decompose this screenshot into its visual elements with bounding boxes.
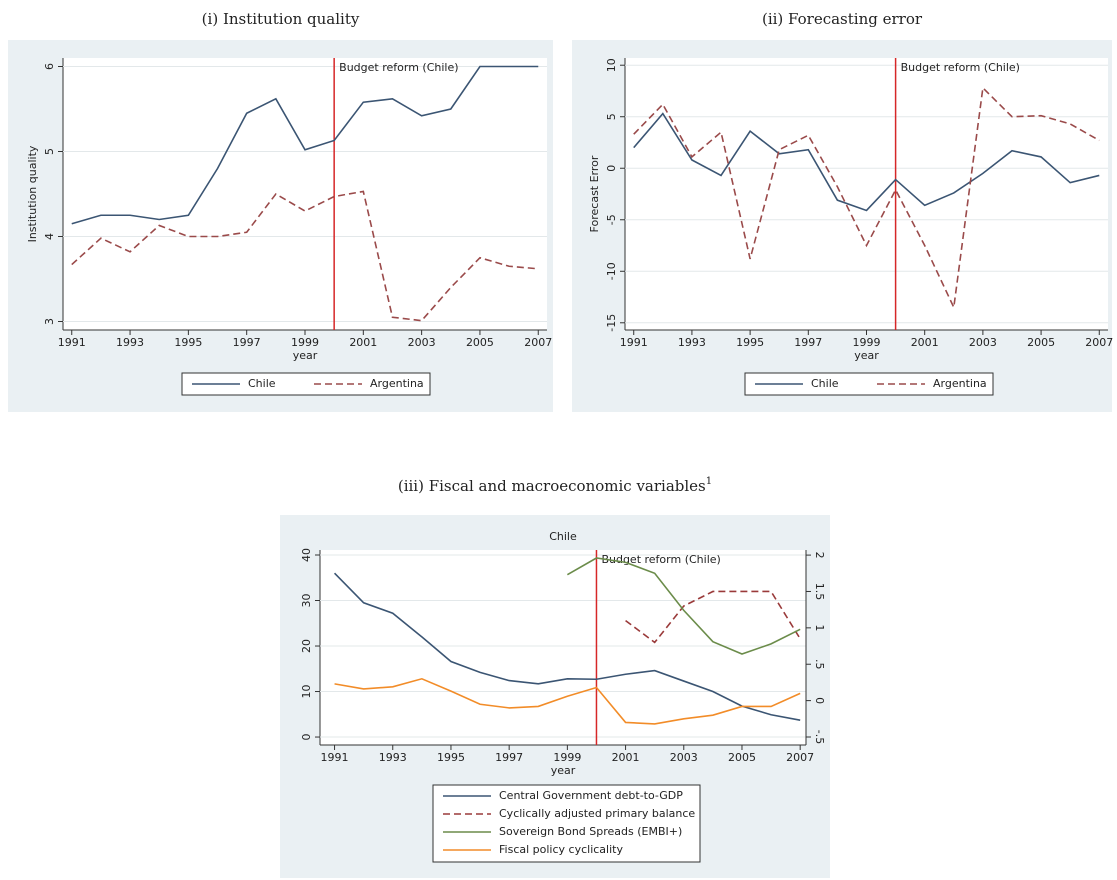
series-line [625, 590, 801, 644]
footnote-mark: 1 [706, 476, 712, 487]
plot-area [63, 58, 547, 330]
x-tick-label: 2005 [1027, 336, 1055, 349]
legend-label: Central Government debt-to-GDP [499, 789, 683, 802]
series-line [566, 557, 801, 655]
annotation: Budget reform (Chile) [339, 61, 458, 74]
y-tick-label: 4 [43, 233, 56, 240]
x-tick-label: 1995 [437, 751, 465, 764]
y2-tick-label: 0 [813, 697, 826, 704]
x-tick-label: 1999 [553, 751, 581, 764]
series-line [71, 190, 539, 322]
y2-tick-label: .5 [813, 659, 826, 670]
x-tick-label: 2003 [670, 751, 698, 764]
x-tick-label: 1997 [495, 751, 523, 764]
x-axis-label: year [551, 764, 576, 777]
series-line [71, 65, 539, 225]
caption-text: (iii) Fiscal and macroeconomic variables [398, 477, 706, 495]
y-tick-label: 10 [300, 685, 313, 699]
y-axis-label: Forecast Error [588, 155, 601, 232]
annotation: Budget reform (Chile) [601, 553, 720, 566]
y-tick-label: -10 [605, 262, 618, 280]
y-tick-label: 20 [300, 639, 313, 653]
y2-tick-label: 1 [813, 624, 826, 631]
x-tick-label: 2003 [408, 336, 436, 349]
x-tick-label: 1993 [678, 336, 706, 349]
legend-label: Argentina [370, 377, 424, 390]
y-tick-label: 6 [43, 63, 56, 70]
x-tick-label: 1997 [794, 336, 822, 349]
x-tick-label: 2007 [524, 336, 552, 349]
caption-text: (i) Institution quality [202, 10, 360, 28]
x-tick-label: 2003 [969, 336, 997, 349]
caption: (i) Institution quality [202, 10, 360, 28]
legend-label: Chile [248, 377, 276, 390]
caption: (iii) Fiscal and macroeconomic variables… [398, 476, 712, 496]
legend-label: Argentina [933, 377, 987, 390]
x-axis-label: year [293, 349, 318, 362]
x-tick-label: 2007 [786, 751, 814, 764]
legend-label: Sovereign Bond Spreads (EMBI+) [499, 825, 682, 838]
y-tick-label: 5 [43, 148, 56, 155]
x-tick-label: 1999 [853, 336, 881, 349]
y-tick-label: -15 [605, 314, 618, 332]
x-tick-label: 1993 [116, 336, 144, 349]
x-axis-label: year [854, 349, 879, 362]
legend-label: Cyclically adjusted primary balance [499, 807, 695, 820]
x-tick-label: 2005 [728, 751, 756, 764]
series-line [633, 112, 1100, 212]
legend-label: Fiscal policy cyclicality [499, 843, 623, 856]
legend-box [744, 372, 994, 396]
annotation: Budget reform (Chile) [901, 61, 1020, 74]
y-tick-label: 3 [43, 318, 56, 325]
caption-text: (ii) Forecasting error [762, 10, 923, 28]
y-tick-label: 5 [605, 113, 618, 120]
series-line [633, 86, 1100, 311]
y-tick-label: 40 [300, 548, 313, 562]
y-tick-label: 0 [605, 165, 618, 172]
plot-area [320, 550, 806, 745]
chart-title: Chile [549, 530, 577, 543]
legend-box [181, 372, 431, 396]
y-tick-label: 30 [300, 594, 313, 608]
y2-tick-label: 2 [813, 552, 826, 559]
x-tick-label: 1997 [233, 336, 261, 349]
series-line [334, 677, 801, 725]
y2-tick-label: -.5 [813, 730, 826, 744]
y-tick-label: 10 [605, 58, 618, 72]
y-tick-label: 0 [300, 734, 313, 741]
x-tick-label: 2005 [466, 336, 494, 349]
x-tick-label: 2001 [349, 336, 377, 349]
y-axis-label: Institution quality [26, 145, 39, 242]
caption: (ii) Forecasting error [762, 10, 923, 28]
x-tick-label: 1993 [379, 751, 407, 764]
x-tick-label: 1991 [620, 336, 648, 349]
legend-label: Chile [811, 377, 839, 390]
x-tick-label: 1995 [174, 336, 202, 349]
x-tick-label: 1999 [291, 336, 319, 349]
x-tick-label: 1991 [58, 336, 86, 349]
x-tick-label: 2007 [1085, 336, 1113, 349]
y2-tick-label: 1.5 [813, 583, 826, 601]
x-tick-label: 1995 [736, 336, 764, 349]
plot-area [625, 58, 1108, 330]
x-tick-label: 1991 [321, 751, 349, 764]
series-line [333, 572, 801, 721]
y-tick-label: -5 [605, 214, 618, 225]
legend-box [432, 784, 701, 863]
x-tick-label: 2001 [612, 751, 640, 764]
x-tick-label: 2001 [911, 336, 939, 349]
